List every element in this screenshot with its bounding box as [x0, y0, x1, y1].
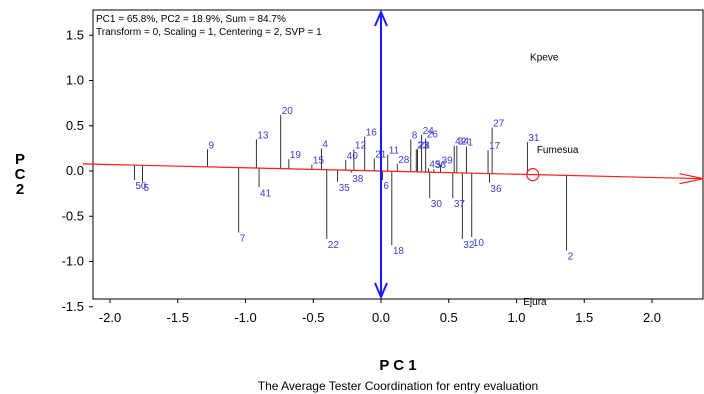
x-tick-label: -1.5	[167, 310, 189, 325]
y-tick-label: 1.5	[66, 27, 84, 42]
environment-label: Ejura	[523, 297, 547, 308]
entry-label: 1	[467, 138, 473, 149]
entry-label: 35	[339, 183, 351, 194]
average-environment-arrowhead	[679, 173, 704, 185]
entry-label: 50	[135, 181, 147, 192]
entry-label: 5	[144, 183, 150, 194]
y-tick-label: -1.0	[62, 254, 84, 269]
entry-label: 23	[419, 140, 431, 151]
y-tick-label: 1.0	[66, 73, 84, 88]
y-tick-label: -0.5	[62, 208, 84, 223]
x-tick-label: 1.5	[575, 310, 593, 325]
entry-label: 26	[427, 129, 439, 140]
entry-label: 40	[347, 151, 359, 162]
x-tick-label: -2.0	[99, 310, 121, 325]
average-environment-marker	[526, 168, 540, 182]
entry-label: 30	[431, 199, 443, 210]
entry-label: 4	[322, 139, 328, 150]
info-line-1: PC1 = 65.8%, PC2 = 18.9%, Sum = 84.7%	[96, 14, 286, 25]
x-axis-title: P C 1	[379, 357, 416, 374]
entry-label: 32	[463, 240, 475, 251]
ordinate-arrowhead-up	[374, 9, 388, 27]
entry-label: 22	[328, 240, 340, 251]
entry-label: 42	[455, 137, 467, 148]
y-tick-label: 0.5	[66, 118, 84, 133]
x-tick-label: 1.0	[507, 310, 525, 325]
entry-label: 21	[375, 149, 387, 160]
entry-label: 17	[489, 141, 501, 152]
entry-label: 13	[257, 130, 269, 141]
plot-frame	[92, 9, 704, 300]
entry-label: 36	[490, 184, 502, 195]
entry-label: 36	[435, 160, 447, 171]
entry-label: 39	[442, 156, 454, 167]
entry-label: 45	[429, 159, 441, 170]
y-axis-ticks: 1.5 1.0 0.5 0.0 -0.5 -1.0 -1.5	[62, 27, 93, 314]
entry-label: 16	[366, 128, 378, 139]
entry-label: 20	[282, 106, 294, 117]
average-environment-axis	[82, 163, 704, 180]
x-tick-label: 0.0	[372, 310, 390, 325]
entry-label: 8	[412, 130, 418, 141]
entry-label: 37	[454, 199, 466, 210]
chart-caption: The Average Tester Coordination for entr…	[258, 379, 538, 393]
entry-label: 10	[473, 238, 485, 249]
ordinate-arrowhead-down	[374, 282, 388, 300]
x-axis-ticks: -2.0 -1.5 -1.0 -0.5 0.0 0.5 1.0 1.5 2.0	[99, 299, 661, 325]
entry-label: 38	[352, 174, 364, 185]
entry-label: 6	[383, 181, 389, 192]
entry-label: 31	[528, 133, 540, 144]
entry-label: 15	[313, 156, 325, 167]
x-tick-label: -0.5	[302, 310, 324, 325]
entry-label: 27	[493, 119, 505, 130]
y-tick-label: 0.0	[66, 163, 84, 178]
environment-label: Fumesua	[537, 145, 579, 156]
x-tick-label: 0.5	[440, 310, 458, 325]
entry-label: 34	[458, 137, 470, 148]
entry-label: 7	[240, 234, 246, 245]
entry-label: 12	[355, 140, 367, 151]
entry-label: 24	[423, 126, 435, 137]
x-tick-label: -1.0	[234, 310, 256, 325]
entry-label: 18	[393, 246, 405, 257]
entry-label: 23	[417, 140, 429, 151]
entry-label: 2	[568, 252, 574, 263]
entry-label: 11	[389, 146, 400, 157]
entry-label: 28	[398, 155, 410, 166]
info-line-2: Transform = 0, Scaling = 1, Centering = …	[96, 27, 322, 38]
environment-labels: Kpeve Fumesua Ejura	[523, 53, 579, 308]
entry-label: 19	[290, 150, 302, 161]
entry-label: 9	[209, 140, 215, 151]
y-tick-label: -1.5	[62, 299, 84, 314]
entry-projection-lines	[133, 114, 568, 251]
x-tick-label: 2.0	[643, 310, 661, 325]
entry-label: 41	[260, 188, 272, 199]
biplot-axes	[82, 9, 704, 300]
environment-label: Kpeve	[530, 53, 559, 64]
